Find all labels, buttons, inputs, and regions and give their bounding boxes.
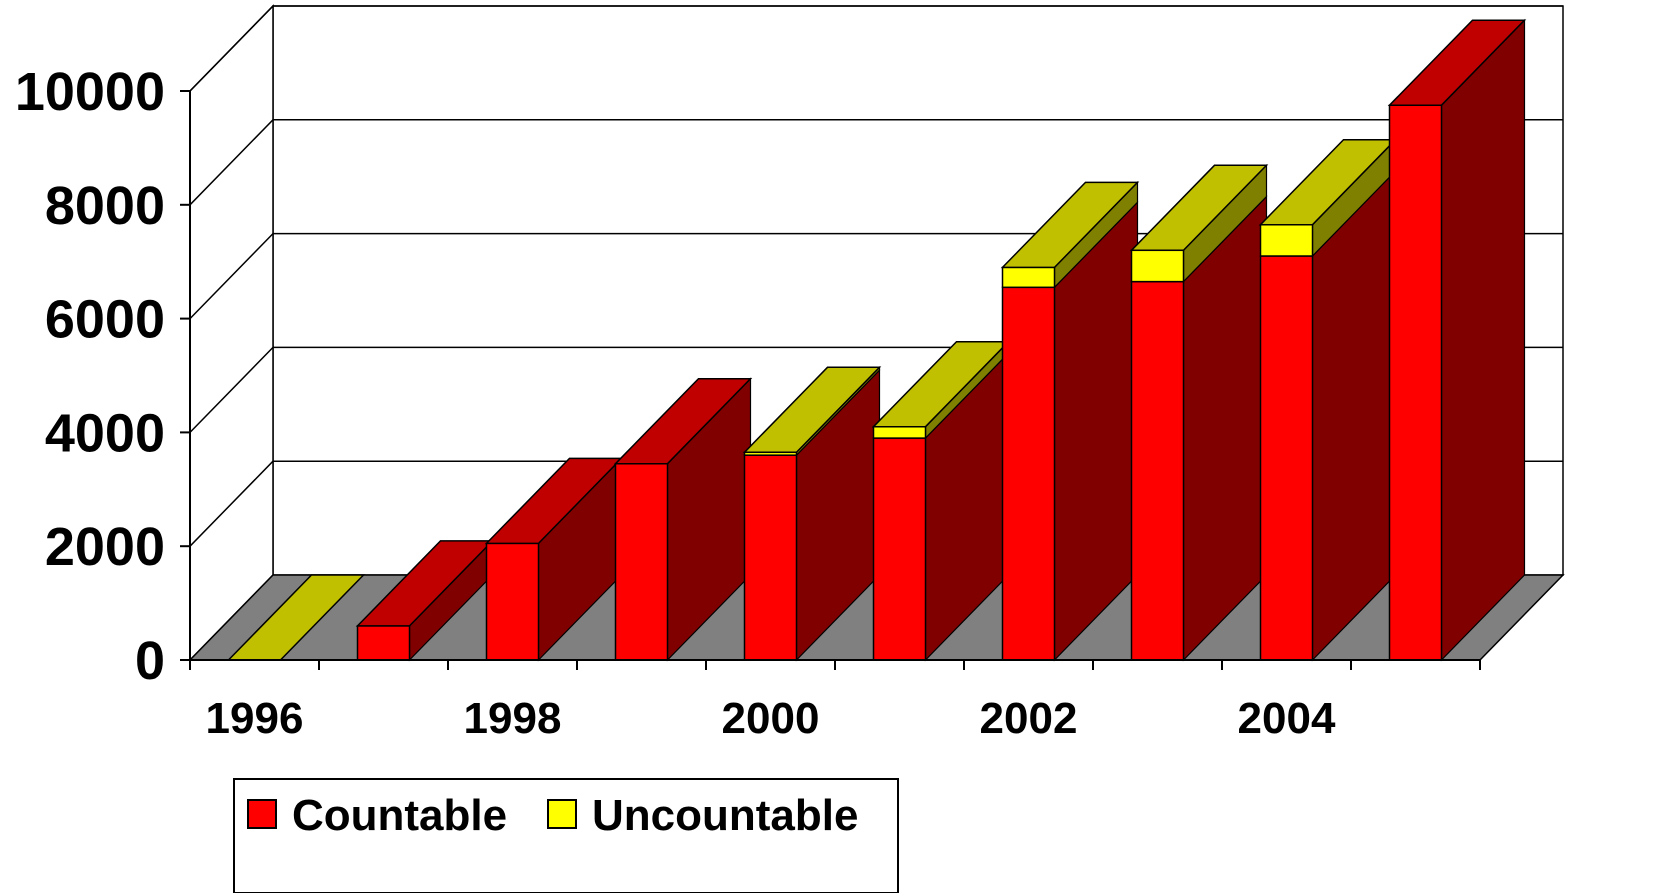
bar-top-2000 (742, 366, 882, 454)
bar-top-2005 (1387, 19, 1527, 106)
y-axis-tick-labels: 0 2000 4000 6000 8000 10000 (15, 62, 165, 691)
gridline-side-6000 (189, 233, 274, 320)
countable-bar-2002 (1001, 286, 1056, 661)
bar-top-2002 (1000, 181, 1140, 269)
countable-bar-2004-side (1311, 169, 1397, 662)
countable-bar-1997 (356, 625, 411, 661)
bar-top-1999 (613, 377, 753, 465)
uncountable-bar-2001 (872, 425, 927, 439)
legend-swatch-countable (247, 799, 277, 829)
countable-bar-2005-side (1440, 18, 1526, 662)
uncountable-bar-2003 (1130, 249, 1185, 283)
countable-bar-2001 (872, 437, 927, 661)
x-tick-label: 2000 (722, 694, 820, 743)
chart-bars (226, 18, 1527, 662)
countable-bar-2005 (1388, 104, 1443, 661)
x-tick-label: 2004 (1238, 694, 1336, 743)
legend-label-countable: Countable (292, 791, 507, 840)
x-tick-label: 1998 (464, 694, 562, 743)
chart-legend: Countable Uncountable (233, 778, 899, 893)
gridline-side-4000 (189, 346, 274, 433)
x-tick-label: 2002 (980, 694, 1078, 743)
chart-axes (180, 90, 1481, 670)
x-tick-label: 1996 (206, 694, 304, 743)
countable-bar-2004 (1259, 255, 1314, 661)
gridline-side-10000 (189, 5, 274, 92)
countable-bar-1998 (485, 542, 540, 661)
legend-swatch-uncountable (547, 799, 577, 829)
bar-top-2003 (1129, 164, 1269, 252)
y-tick-label: 6000 (45, 290, 165, 350)
legend-label-uncountable: Uncountable (592, 791, 858, 840)
gridline-side-8000 (189, 119, 274, 206)
y-tick-label: 8000 (45, 176, 165, 236)
countable-bar-2003 (1130, 280, 1185, 661)
y-tick-label: 4000 (45, 403, 165, 463)
x-axis-tick-labels: 1996 1998 2000 2002 2004 (206, 694, 1336, 743)
y-tick-label: 10000 (15, 62, 165, 122)
legend-box (233, 778, 899, 893)
side-wall (189, 4, 274, 662)
y-tick-label: 0 (135, 631, 165, 691)
countable-bar-2000 (743, 454, 798, 661)
gridline-side-2000 (189, 460, 274, 547)
uncountable-bar-2004 (1259, 223, 1314, 257)
y-tick-label: 2000 (45, 517, 165, 577)
uncountable-bar-2002 (1001, 266, 1056, 289)
countable-bar-1999 (614, 462, 669, 661)
